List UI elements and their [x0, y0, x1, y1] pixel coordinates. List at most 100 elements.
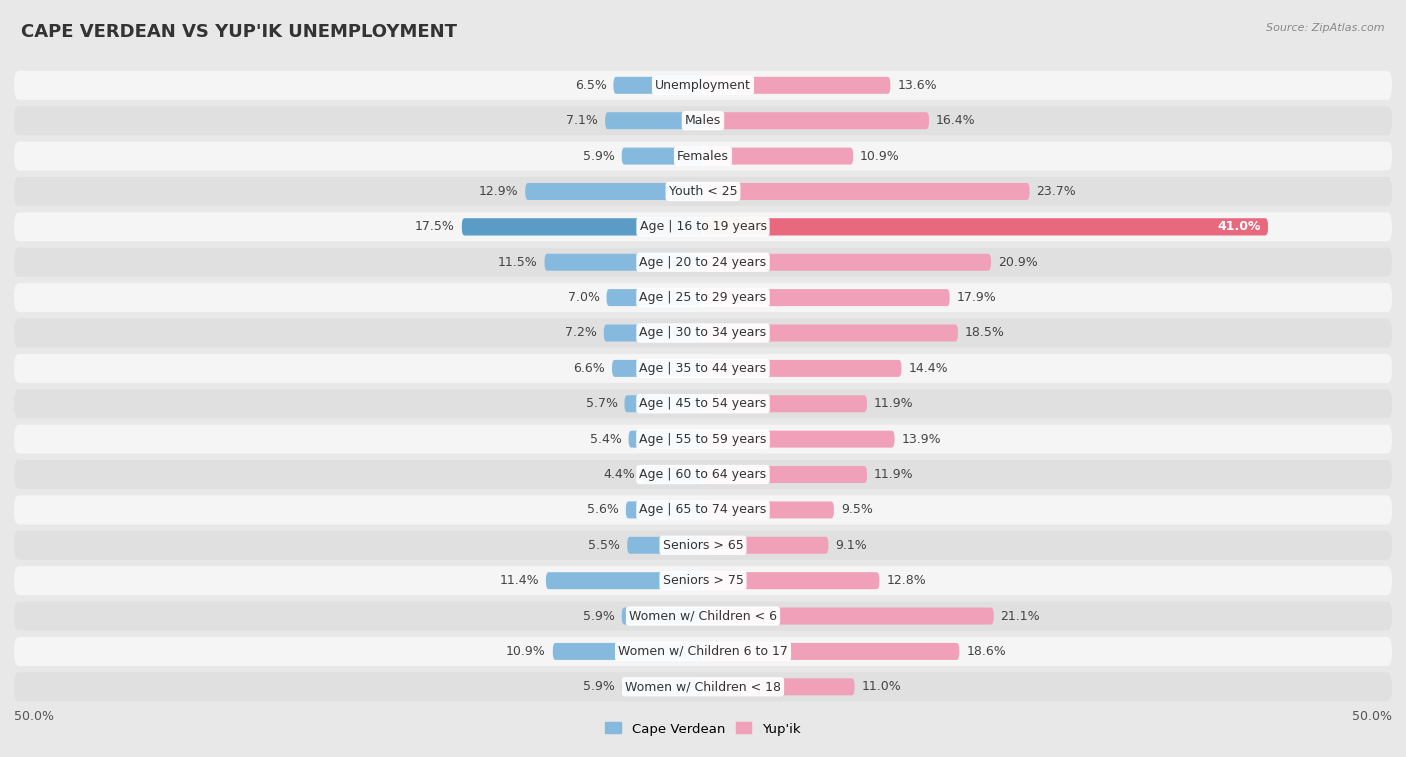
FancyBboxPatch shape [703, 466, 868, 483]
FancyBboxPatch shape [606, 289, 703, 306]
FancyBboxPatch shape [621, 608, 703, 625]
Text: Age | 30 to 34 years: Age | 30 to 34 years [640, 326, 766, 339]
FancyBboxPatch shape [14, 354, 1392, 383]
FancyBboxPatch shape [605, 112, 703, 129]
Text: 5.9%: 5.9% [583, 681, 614, 693]
FancyBboxPatch shape [546, 572, 703, 589]
Text: 7.1%: 7.1% [567, 114, 599, 127]
Text: 17.9%: 17.9% [956, 291, 997, 304]
Text: Age | 65 to 74 years: Age | 65 to 74 years [640, 503, 766, 516]
FancyBboxPatch shape [612, 360, 703, 377]
Text: Males: Males [685, 114, 721, 127]
Text: 11.9%: 11.9% [875, 397, 914, 410]
Text: 21.1%: 21.1% [1001, 609, 1040, 622]
Text: 12.9%: 12.9% [478, 185, 519, 198]
FancyBboxPatch shape [703, 643, 959, 660]
FancyBboxPatch shape [526, 183, 703, 200]
Text: 14.4%: 14.4% [908, 362, 948, 375]
FancyBboxPatch shape [14, 177, 1392, 206]
Text: Unemployment: Unemployment [655, 79, 751, 92]
Text: 5.6%: 5.6% [588, 503, 619, 516]
Text: Women w/ Children 6 to 17: Women w/ Children 6 to 17 [619, 645, 787, 658]
Text: CAPE VERDEAN VS YUP'IK UNEMPLOYMENT: CAPE VERDEAN VS YUP'IK UNEMPLOYMENT [21, 23, 457, 41]
FancyBboxPatch shape [703, 148, 853, 164]
Text: 6.6%: 6.6% [574, 362, 605, 375]
Text: 50.0%: 50.0% [1353, 710, 1392, 723]
FancyBboxPatch shape [624, 395, 703, 413]
FancyBboxPatch shape [14, 71, 1392, 100]
FancyBboxPatch shape [703, 678, 855, 696]
FancyBboxPatch shape [14, 319, 1392, 347]
Text: 7.0%: 7.0% [568, 291, 599, 304]
FancyBboxPatch shape [703, 112, 929, 129]
FancyBboxPatch shape [553, 643, 703, 660]
FancyBboxPatch shape [621, 148, 703, 164]
Text: 23.7%: 23.7% [1036, 185, 1076, 198]
Text: Seniors > 75: Seniors > 75 [662, 574, 744, 587]
Text: 17.5%: 17.5% [415, 220, 456, 233]
Text: 9.1%: 9.1% [835, 539, 868, 552]
Text: 50.0%: 50.0% [14, 710, 53, 723]
FancyBboxPatch shape [703, 289, 949, 306]
FancyBboxPatch shape [703, 608, 994, 625]
FancyBboxPatch shape [703, 501, 834, 519]
Text: 11.9%: 11.9% [875, 468, 914, 481]
Text: 5.9%: 5.9% [583, 150, 614, 163]
Text: 6.5%: 6.5% [575, 79, 606, 92]
Text: Age | 55 to 59 years: Age | 55 to 59 years [640, 433, 766, 446]
FancyBboxPatch shape [14, 425, 1392, 453]
FancyBboxPatch shape [14, 566, 1392, 595]
Text: Age | 25 to 29 years: Age | 25 to 29 years [640, 291, 766, 304]
FancyBboxPatch shape [628, 431, 703, 447]
FancyBboxPatch shape [14, 602, 1392, 631]
Text: Age | 20 to 24 years: Age | 20 to 24 years [640, 256, 766, 269]
FancyBboxPatch shape [626, 501, 703, 519]
FancyBboxPatch shape [461, 218, 703, 235]
FancyBboxPatch shape [603, 325, 703, 341]
Text: 13.9%: 13.9% [901, 433, 941, 446]
Legend: Cape Verdean, Yup'ik: Cape Verdean, Yup'ik [600, 717, 806, 741]
FancyBboxPatch shape [703, 183, 1029, 200]
Text: 13.6%: 13.6% [897, 79, 936, 92]
Text: Age | 16 to 19 years: Age | 16 to 19 years [640, 220, 766, 233]
Text: Seniors > 65: Seniors > 65 [662, 539, 744, 552]
FancyBboxPatch shape [14, 142, 1392, 170]
FancyBboxPatch shape [14, 248, 1392, 277]
Text: Age | 60 to 64 years: Age | 60 to 64 years [640, 468, 766, 481]
Text: Source: ZipAtlas.com: Source: ZipAtlas.com [1267, 23, 1385, 33]
Text: 5.5%: 5.5% [588, 539, 620, 552]
Text: 9.5%: 9.5% [841, 503, 873, 516]
Text: 20.9%: 20.9% [998, 256, 1038, 269]
Text: 12.8%: 12.8% [886, 574, 927, 587]
Text: 5.9%: 5.9% [583, 609, 614, 622]
Text: 7.2%: 7.2% [565, 326, 598, 339]
Text: Females: Females [678, 150, 728, 163]
FancyBboxPatch shape [14, 672, 1392, 701]
Text: 5.4%: 5.4% [591, 433, 621, 446]
FancyBboxPatch shape [14, 460, 1392, 489]
FancyBboxPatch shape [14, 283, 1392, 312]
FancyBboxPatch shape [14, 637, 1392, 666]
Text: 10.9%: 10.9% [860, 150, 900, 163]
Text: 41.0%: 41.0% [1218, 220, 1261, 233]
FancyBboxPatch shape [14, 389, 1392, 419]
FancyBboxPatch shape [703, 395, 868, 413]
Text: Women w/ Children < 18: Women w/ Children < 18 [626, 681, 780, 693]
FancyBboxPatch shape [14, 213, 1392, 241]
FancyBboxPatch shape [14, 106, 1392, 136]
FancyBboxPatch shape [703, 431, 894, 447]
Text: Age | 35 to 44 years: Age | 35 to 44 years [640, 362, 766, 375]
Text: 5.7%: 5.7% [585, 397, 617, 410]
FancyBboxPatch shape [703, 572, 879, 589]
FancyBboxPatch shape [703, 218, 1268, 235]
Text: 16.4%: 16.4% [936, 114, 976, 127]
FancyBboxPatch shape [14, 495, 1392, 525]
Text: Youth < 25: Youth < 25 [669, 185, 737, 198]
Text: 4.4%: 4.4% [603, 468, 636, 481]
FancyBboxPatch shape [643, 466, 703, 483]
Text: 18.6%: 18.6% [966, 645, 1005, 658]
Text: 10.9%: 10.9% [506, 645, 546, 658]
Text: 11.5%: 11.5% [498, 256, 537, 269]
FancyBboxPatch shape [703, 76, 890, 94]
FancyBboxPatch shape [703, 254, 991, 271]
